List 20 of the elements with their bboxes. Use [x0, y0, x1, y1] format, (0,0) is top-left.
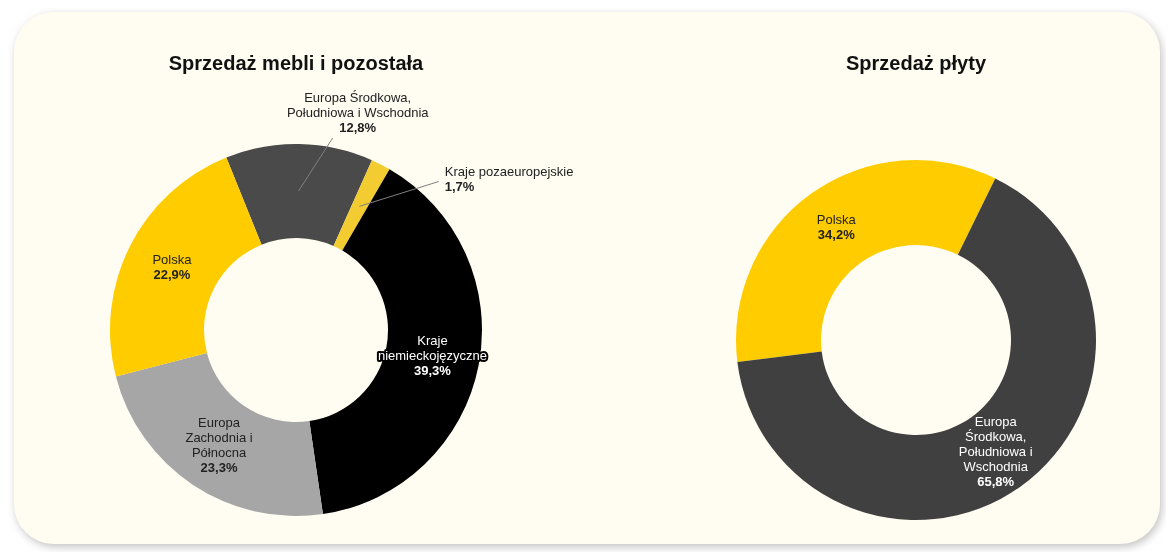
donut-slice: [333, 160, 390, 251]
data-label: 23,3%: [200, 460, 238, 476]
data-label: 22,9%: [153, 266, 191, 282]
slice-label: Polska: [816, 212, 857, 228]
data-label: 12,8%: [339, 120, 377, 135]
data-label: 39,3%: [414, 363, 452, 379]
slice-label: Polska: [152, 251, 193, 267]
data-label: 34,2%: [817, 227, 856, 243]
donut-slice: [110, 157, 262, 377]
donut-slice: [737, 178, 1096, 520]
donut-slice: [226, 144, 372, 247]
donut-slice: [736, 160, 996, 362]
data-label: 65,8%: [977, 474, 1015, 490]
slice-label: Europa Środkowa, Południowa i Wschodnia: [286, 90, 430, 120]
slice-label: Europa Środkowa, Południowa i Wschodnia: [958, 414, 1033, 475]
chart-title: Sprzedaż mebli i pozostała: [168, 52, 425, 74]
slice-label: Kraje pozaeuropejskie: [444, 163, 574, 179]
chart-title: Sprzedaż płyty: [845, 52, 987, 74]
data-label: 1,7%: [444, 178, 475, 194]
slice-label: Europa Zachodnia i Północna: [185, 415, 253, 461]
